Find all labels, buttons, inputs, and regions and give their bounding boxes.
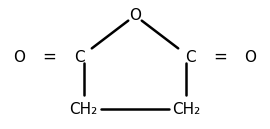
Text: O: O — [14, 50, 25, 65]
Text: =: = — [43, 48, 57, 66]
Text: O: O — [245, 50, 256, 65]
Text: CH₂: CH₂ — [70, 102, 98, 116]
Text: CH₂: CH₂ — [172, 102, 200, 116]
Text: C: C — [185, 50, 196, 65]
Text: O: O — [129, 8, 141, 23]
Text: C: C — [74, 50, 85, 65]
Text: =: = — [213, 48, 227, 66]
